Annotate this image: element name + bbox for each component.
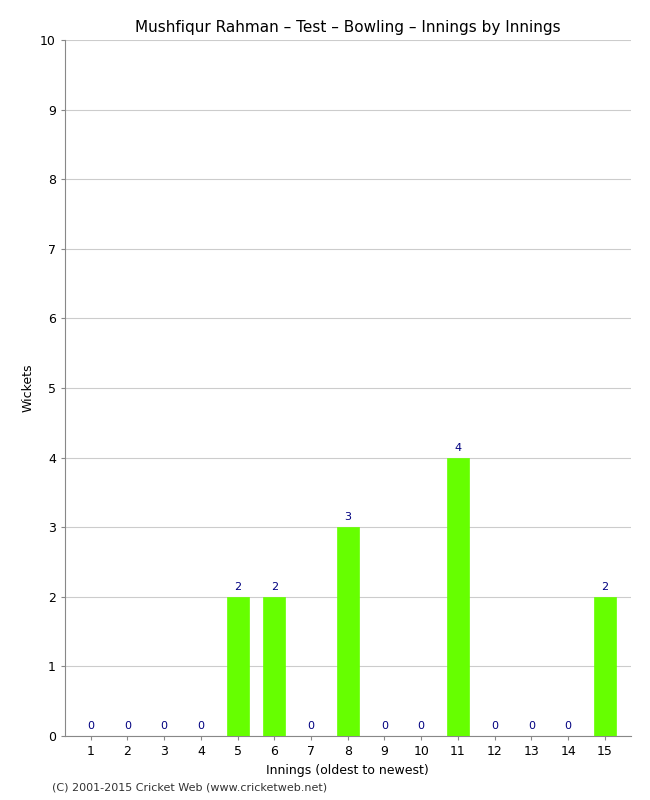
Text: 0: 0 <box>418 721 424 731</box>
Text: 4: 4 <box>454 442 462 453</box>
Text: 0: 0 <box>528 721 535 731</box>
X-axis label: Innings (oldest to newest): Innings (oldest to newest) <box>266 763 429 777</box>
Text: 0: 0 <box>381 721 388 731</box>
Text: 2: 2 <box>234 582 241 592</box>
Text: 0: 0 <box>491 721 498 731</box>
Bar <box>594 597 616 736</box>
Text: (C) 2001-2015 Cricket Web (www.cricketweb.net): (C) 2001-2015 Cricket Web (www.cricketwe… <box>52 782 327 792</box>
Text: 2: 2 <box>271 582 278 592</box>
Text: 0: 0 <box>161 721 168 731</box>
Bar <box>447 458 469 736</box>
Title: Mushfiqur Rahman – Test – Bowling – Innings by Innings: Mushfiqur Rahman – Test – Bowling – Inni… <box>135 20 560 34</box>
Bar <box>337 527 359 736</box>
Bar <box>227 597 248 736</box>
Text: 0: 0 <box>307 721 315 731</box>
Text: 0: 0 <box>198 721 204 731</box>
Text: 0: 0 <box>124 721 131 731</box>
Text: 3: 3 <box>344 512 351 522</box>
Bar <box>263 597 285 736</box>
Text: 0: 0 <box>87 721 94 731</box>
Text: 2: 2 <box>601 582 608 592</box>
Text: 0: 0 <box>565 721 571 731</box>
Y-axis label: Wickets: Wickets <box>21 364 34 412</box>
